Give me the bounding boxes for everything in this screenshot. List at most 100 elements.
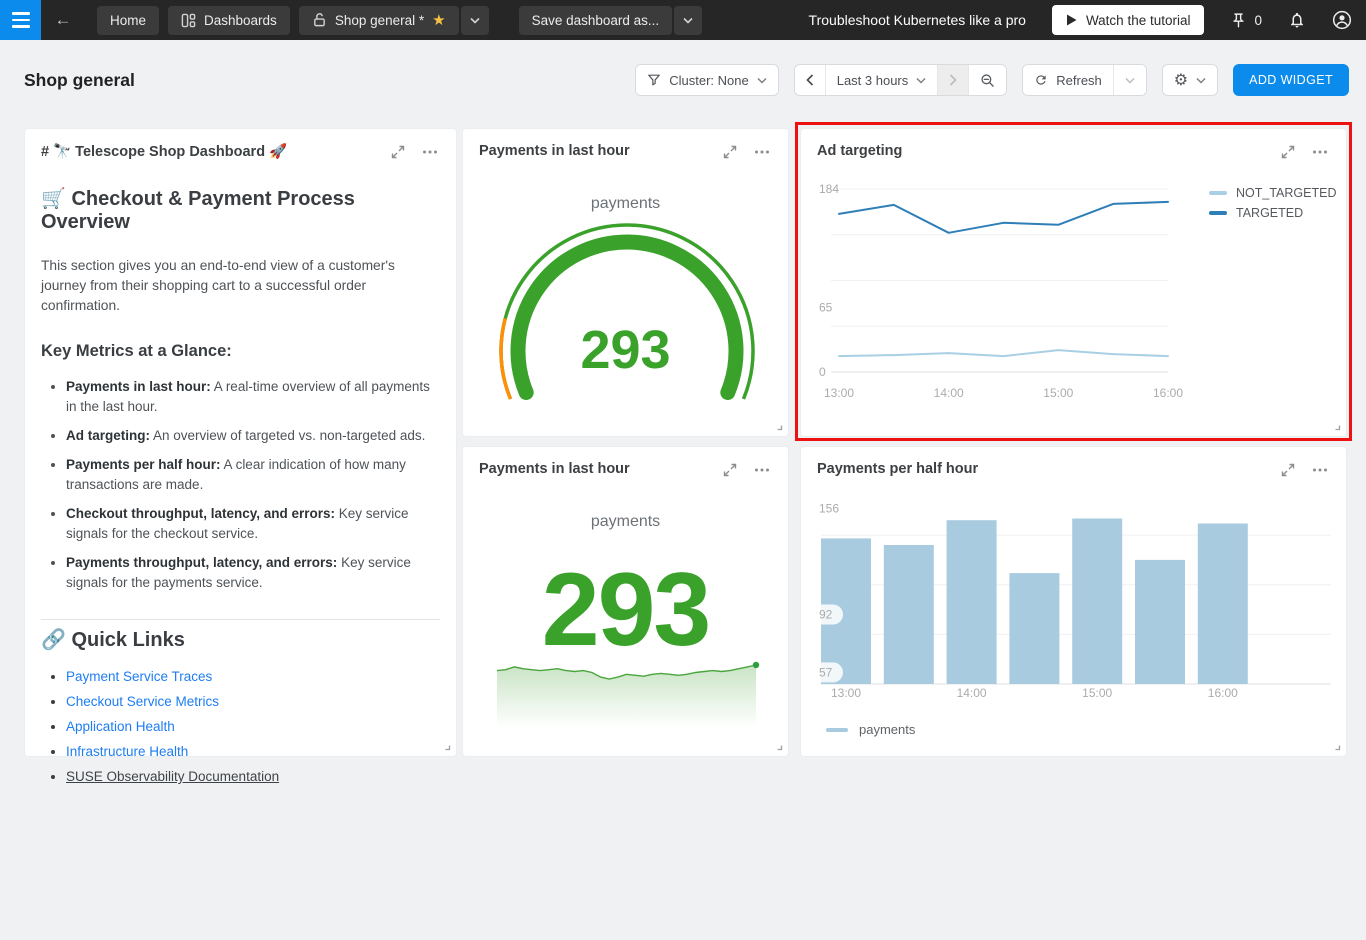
dashboard-tab-label: Shop general * <box>335 13 424 28</box>
chevron-left-icon <box>806 74 814 86</box>
payments-sparkline-canvas[interactable] <box>463 447 790 758</box>
legend-item-targeted[interactable]: TARGETED <box>1209 206 1336 220</box>
markdown-content: 🛒 Checkout & Payment Process Overview Th… <box>41 179 440 794</box>
quick-links-list: Payment Service Traces Checkout Service M… <box>41 669 440 784</box>
dashboard-tab-chevron-button[interactable] <box>461 6 489 35</box>
quick-links-heading: 🔗 Quick Links <box>41 627 440 652</box>
metrics-heading: Key Metrics at a Glance: <box>41 342 440 361</box>
refresh-button[interactable]: Refresh <box>1023 65 1113 95</box>
widget-title: # 🔭 Telescope Shop Dashboard 🚀 <box>41 143 287 160</box>
gear-icon: ⚙ <box>1174 70 1188 90</box>
svg-text:13:00: 13:00 <box>824 386 854 400</box>
dashboards-grid-icon <box>181 13 196 28</box>
zoom-out-time-button[interactable] <box>968 65 1006 95</box>
chevron-down-icon <box>683 17 693 24</box>
watch-tutorial-label: Watch the tutorial <box>1086 13 1191 28</box>
cluster-filter-group: Cluster: None <box>635 64 778 96</box>
gauge-value: 293 <box>463 319 788 381</box>
resize-handle[interactable] <box>1332 422 1341 431</box>
top-navbar: ← Home Dashboards Shop general * ★ <box>0 0 1366 40</box>
svg-text:13:00: 13:00 <box>831 686 861 700</box>
zoom-out-icon <box>980 73 995 88</box>
svg-text:0: 0 <box>819 365 826 379</box>
chevron-down-icon <box>1125 77 1135 84</box>
nav-item-current-dashboard[interactable]: Shop general * ★ <box>299 6 459 35</box>
external-link[interactable]: SUSE Observability Documentation <box>66 769 279 784</box>
metric-bullet-item: Payments per half hour: A clear indicati… <box>66 455 440 495</box>
internal-link[interactable]: Payment Service Traces <box>66 669 212 684</box>
chevron-right-icon <box>949 74 957 86</box>
gauge-widget: Payments in last hour payments 293 <box>462 128 789 437</box>
pinned-items-button[interactable]: 0 <box>1230 12 1262 29</box>
back-arrow-icon[interactable]: ← <box>41 0 85 40</box>
pin-icon <box>1230 12 1247 29</box>
nav-item-home[interactable]: Home <box>97 6 159 35</box>
resize-handle[interactable] <box>1332 742 1341 751</box>
markdown-widget: # 🔭 Telescope Shop Dashboard 🚀 🛒 Checkou… <box>24 128 457 757</box>
cluster-filter-button[interactable]: Cluster: None <box>636 65 777 95</box>
time-range-button[interactable]: Last 3 hours <box>825 65 938 95</box>
legend-item-not_targeted[interactable]: NOT_TARGETED <box>1209 186 1336 200</box>
legend-swatch <box>826 728 848 732</box>
chevron-down-icon <box>470 17 480 24</box>
refresh-label: Refresh <box>1056 73 1102 88</box>
notifications-button[interactable] <box>1288 11 1306 29</box>
quick-link-item: Checkout Service Metrics <box>66 694 440 709</box>
quick-link-item: Infrastructure Health <box>66 744 440 759</box>
svg-text:92: 92 <box>819 608 833 622</box>
divider <box>41 619 440 620</box>
avatar-icon <box>1332 10 1352 30</box>
dashboard-settings-button[interactable]: ⚙ <box>1163 65 1217 95</box>
funnel-icon <box>647 73 661 87</box>
add-widget-button[interactable]: ADD WIDGET <box>1233 64 1349 96</box>
time-back-button[interactable] <box>795 65 825 95</box>
save-options-chevron-button[interactable] <box>674 6 702 35</box>
nav-item-dashboards[interactable]: Dashboards <box>168 6 290 35</box>
resize-handle[interactable] <box>774 742 783 751</box>
metric-bullet-item: Ad targeting: An overview of targeted vs… <box>66 426 440 446</box>
bar-chart-legend-item[interactable]: payments <box>826 722 915 737</box>
expand-icon[interactable] <box>390 144 406 160</box>
big-number-widget: Payments in last hour payments 293 <box>462 446 789 757</box>
time-forward-button[interactable] <box>937 65 968 95</box>
markdown-intro: This section gives you an end-to-end vie… <box>41 256 440 316</box>
gauge-chart-canvas[interactable] <box>463 129 790 438</box>
refresh-icon <box>1034 73 1048 87</box>
favorite-star-icon[interactable]: ★ <box>432 13 445 28</box>
internal-link[interactable]: Checkout Service Metrics <box>66 694 219 709</box>
quick-link-item: Payment Service Traces <box>66 669 440 684</box>
save-dashboard-as-button[interactable]: Save dashboard as... <box>519 6 673 35</box>
resize-handle[interactable] <box>774 422 783 431</box>
hamburger-menu-button[interactable] <box>0 0 41 40</box>
home-label: Home <box>110 13 146 28</box>
nav-tabs: Home Dashboards Shop general * ★ <box>97 6 489 35</box>
watch-tutorial-button[interactable]: Watch the tutorial <box>1052 5 1205 35</box>
quick-link-item: SUSE Observability Documentation <box>66 769 440 784</box>
metric-bullet-item: Checkout throughput, latency, and errors… <box>66 504 440 544</box>
play-icon <box>1066 14 1077 26</box>
dashboards-label: Dashboards <box>204 13 277 28</box>
cluster-filter-label: Cluster: None <box>669 73 748 88</box>
svg-text:65: 65 <box>819 300 833 314</box>
internal-link[interactable]: Application Health <box>66 719 175 734</box>
refresh-options-chevron-button[interactable] <box>1113 65 1146 95</box>
widget-menu-icon[interactable] <box>422 144 438 160</box>
svg-text:16:00: 16:00 <box>1208 686 1238 700</box>
svg-text:16:00: 16:00 <box>1153 386 1183 400</box>
resize-handle[interactable] <box>442 742 451 751</box>
svg-text:14:00: 14:00 <box>957 686 987 700</box>
promo-text: Troubleshoot Kubernetes like a pro <box>809 12 1026 28</box>
svg-text:14:00: 14:00 <box>934 386 964 400</box>
ad-targeting-widget: Ad targeting 18465013:0014:0015:0016:00 … <box>800 128 1347 437</box>
ad-targeting-chart-canvas[interactable]: 18465013:0014:0015:0016:00 <box>801 129 1348 438</box>
quick-link-item: Application Health <box>66 719 440 734</box>
user-avatar[interactable] <box>1332 10 1352 30</box>
svg-text:57: 57 <box>819 665 833 679</box>
page-header: Shop general Cluster: None Last 3 hours <box>24 64 1349 96</box>
page-title: Shop general <box>24 70 135 91</box>
payments-bar-chart-canvas[interactable]: 156925713:0014:0015:0016:00 <box>801 447 1348 758</box>
markdown-heading: 🛒 Checkout & Payment Process Overview <box>41 186 440 234</box>
legend-label: TARGETED <box>1236 206 1303 220</box>
internal-link[interactable]: Infrastructure Health <box>66 744 188 759</box>
time-range-label: Last 3 hours <box>837 73 909 88</box>
